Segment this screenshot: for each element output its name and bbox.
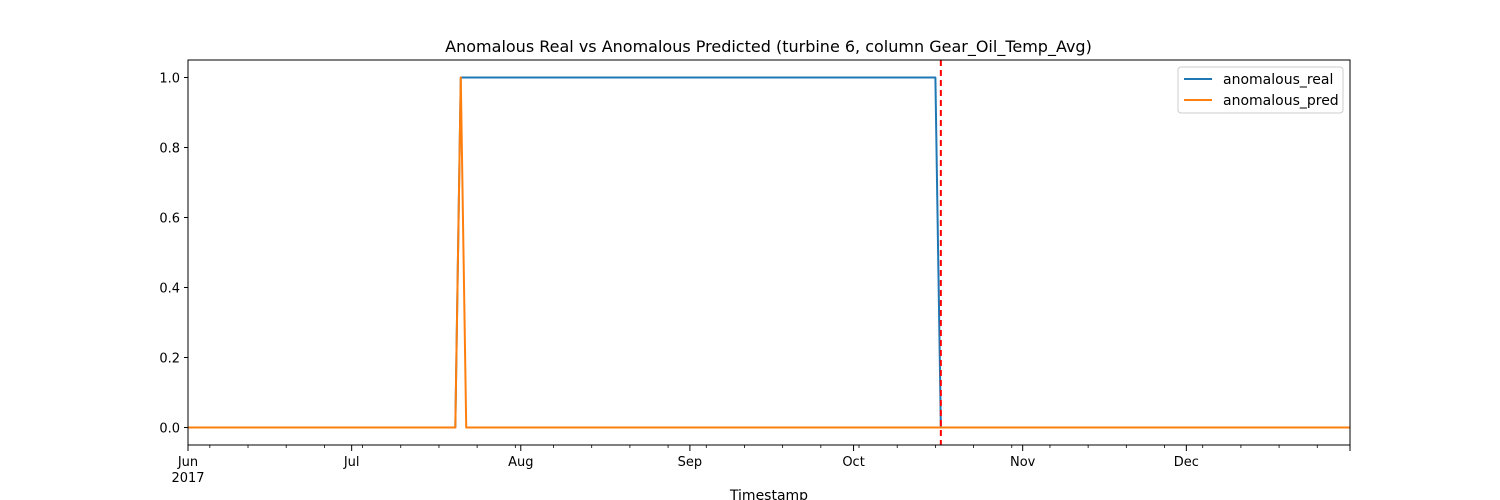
- legend: anomalous_real anomalous_pred: [1177, 66, 1344, 114]
- chart-title: Anomalous Real vs Anomalous Predicted (t…: [445, 37, 1092, 57]
- plot-area: [187, 59, 1351, 446]
- y-axis: 0.0 0.2 0.4 0.6 0.8 1.0: [159, 72, 188, 437]
- y-tick-label: 1.0: [159, 72, 180, 87]
- series-layer: [188, 76, 1350, 429]
- legend-frame: [1177, 66, 1344, 114]
- x-tick-label: Nov: [1010, 455, 1036, 470]
- x-tick-label: Jun: [177, 455, 198, 470]
- series-line-anomalous-pred: [188, 76, 1350, 429]
- legend-label-anomalous-real: anomalous_real: [1223, 72, 1333, 88]
- y-tick-label: 0.8: [159, 142, 180, 157]
- x-tick-label: Dec: [1174, 455, 1199, 470]
- x-tick-year-label: 2017: [171, 471, 204, 486]
- y-tick-label: 0.0: [159, 422, 180, 437]
- y-tick-label: 0.2: [159, 352, 180, 367]
- x-tick-label: Aug: [508, 455, 533, 470]
- legend-label-anomalous-pred: anomalous_pred: [1223, 93, 1339, 109]
- x-tick-label: Oct: [842, 455, 864, 470]
- x-tick-label: Jul: [343, 455, 360, 470]
- plot-frame: [187, 59, 1351, 446]
- y-tick-label: 0.6: [159, 212, 180, 227]
- x-axis-label: Timestamp: [729, 488, 808, 500]
- y-tick-label: 0.4: [159, 282, 180, 297]
- x-tick-label: Sep: [678, 455, 703, 470]
